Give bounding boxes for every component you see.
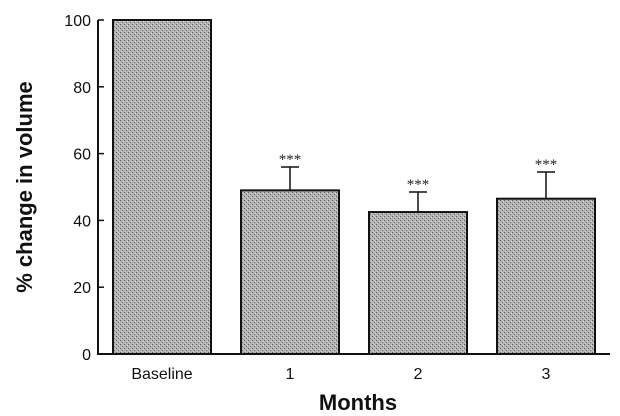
x-labels-group: Baseline 1 2 3 (131, 366, 550, 383)
y-axis-title: % change in volume (12, 81, 37, 293)
y-tick-label-100: 100 (64, 13, 91, 30)
bar-1 (240, 189, 340, 355)
significance-group: *** *** *** (279, 152, 558, 193)
y-tick-label-20: 20 (73, 280, 91, 297)
y-tick-label-40: 40 (73, 213, 91, 230)
error-bars-group (281, 166, 555, 213)
x-tick-label-1: 1 (286, 366, 295, 383)
y-tick-label-0: 0 (82, 347, 91, 364)
x-axis-title: Months (319, 390, 397, 415)
bar-baseline (112, 19, 212, 355)
bar-3 (496, 197, 596, 355)
y-tick-label-80: 80 (73, 80, 91, 97)
x-tick-label-3: 3 (542, 366, 551, 383)
bar-2 (368, 211, 468, 355)
x-tick-label-2: 2 (414, 366, 423, 383)
significance-label-3: *** (535, 157, 558, 173)
significance-label-1: *** (279, 152, 302, 168)
significance-label-2: *** (407, 177, 430, 193)
x-tick-label-baseline: Baseline (131, 366, 192, 383)
bars-group (112, 19, 596, 355)
y-tick-label-60: 60 (73, 147, 91, 164)
y-ticks-group: 0 20 40 60 80 100 (64, 13, 104, 364)
